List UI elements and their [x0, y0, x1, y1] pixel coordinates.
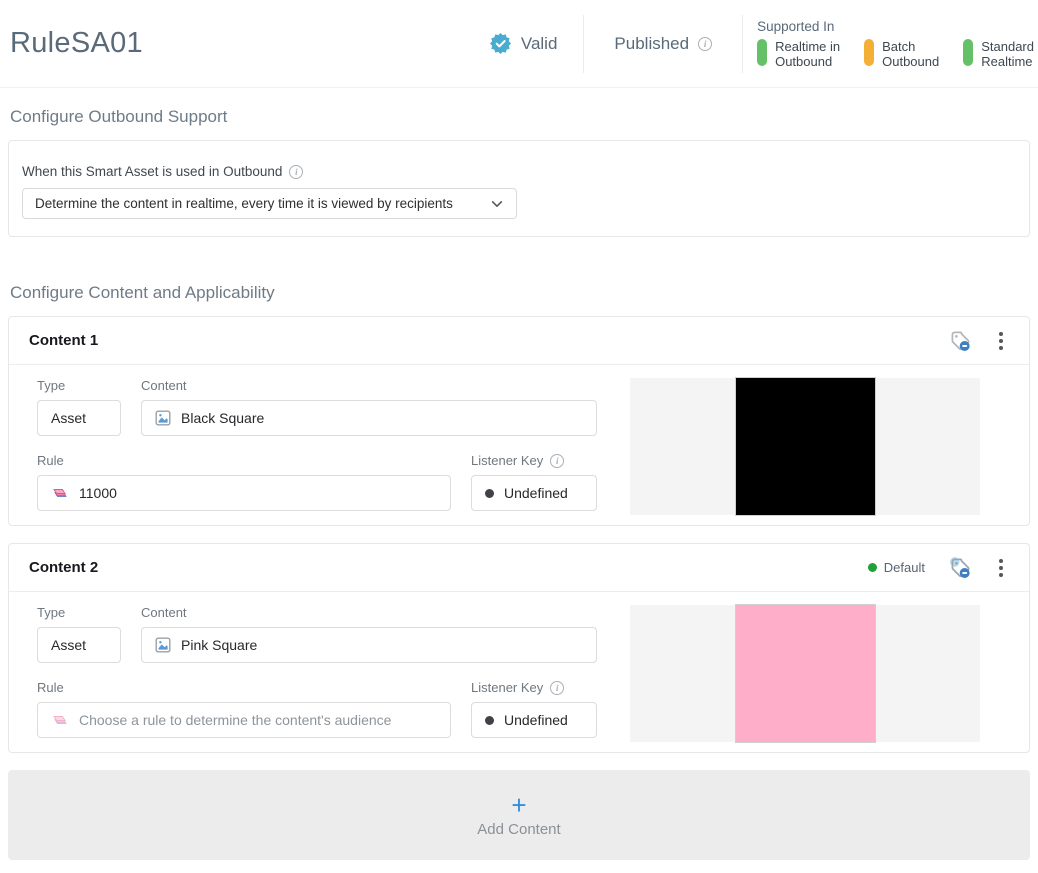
content-field[interactable]: Black Square: [141, 400, 597, 436]
supported-in-row: Realtime in Outbound Batch Outbound Stan…: [757, 38, 1034, 69]
listener-undefined-dot-icon: [485, 715, 494, 725]
support-item-realtime-outbound: Realtime in Outbound: [757, 38, 841, 69]
outbound-info-icon[interactable]: i: [289, 164, 304, 179]
supported-in-label: Supported In: [757, 18, 835, 34]
content-label: Content: [141, 378, 187, 393]
content-card-2-header: Content 2 Default: [9, 544, 1029, 592]
outbound-mode-select[interactable]: Determine the content in realtime, every…: [22, 188, 517, 219]
plus-icon: +: [511, 789, 527, 820]
kebab-menu-icon[interactable]: [995, 557, 1007, 579]
listener-undefined-dot-icon: [485, 488, 494, 498]
listener-key-field[interactable]: Undefined: [471, 475, 597, 511]
content-card-1: Content 1 Type Asset: [8, 316, 1030, 526]
support-item-batch-outbound: Batch Outbound: [864, 38, 940, 69]
content-card-1-form: Type Asset Content Black Square: [37, 378, 597, 515]
rule-icon: [53, 489, 67, 497]
listener-key-label: Listener Key i: [471, 680, 597, 695]
content-section-heading: Configure Content and Applicability: [10, 283, 275, 302]
kebab-menu-icon[interactable]: [995, 330, 1007, 352]
content-card-title: Content 1: [29, 332, 99, 349]
page-title: RuleSA01: [10, 27, 143, 59]
add-content-button[interactable]: + Add Content: [8, 770, 1030, 860]
content-preview: [630, 604, 980, 743]
page-header: RuleSA01 Valid Published i Supported In …: [0, 0, 1038, 88]
rule-field[interactable]: Choose a rule to determine the content's…: [37, 702, 451, 738]
default-dot-icon: [867, 563, 877, 572]
chevron-down-icon: [491, 200, 503, 207]
content-card-title: Content 2: [29, 559, 99, 576]
outbound-field-label: When this Smart Asset is used in Outboun…: [22, 164, 1015, 179]
type-field[interactable]: Asset: [37, 400, 121, 436]
content-card-1-body: Type Asset Content Black Square: [9, 365, 1029, 525]
content-card-2-form: Type Asset Content Pink Square: [37, 605, 597, 742]
listener-key-info-icon[interactable]: i: [550, 680, 565, 695]
listener-key-info-icon[interactable]: i: [550, 453, 565, 468]
outbound-card: When this Smart Asset is used in Outboun…: [8, 140, 1030, 237]
rule-placeholder: Choose a rule to determine the content's…: [79, 712, 392, 728]
header-divider: [742, 14, 744, 73]
content-preview-image: [734, 377, 876, 516]
image-icon: [155, 410, 171, 426]
image-icon: [155, 637, 171, 653]
content-field[interactable]: Pink Square: [141, 627, 597, 663]
default-badge: Default: [867, 560, 925, 575]
published-label: Published: [614, 33, 690, 53]
content-card-actions: [947, 328, 1007, 354]
outbound-section-heading: Configure Outbound Support: [10, 107, 228, 126]
rule-field[interactable]: 11000: [37, 475, 451, 511]
type-label: Type: [37, 378, 66, 393]
listener-key-label: Listener Key i: [471, 453, 597, 468]
support-item-label: Realtime in Outbound: [775, 38, 841, 69]
tag-active-icon: [950, 556, 970, 578]
add-content-label: Add Content: [477, 820, 561, 838]
support-pill-green: [963, 38, 974, 66]
content-card-1-header: Content 1: [9, 317, 1029, 365]
support-pill-green: [757, 38, 768, 66]
valid-status: Valid: [489, 32, 584, 55]
published-info-icon[interactable]: i: [698, 36, 713, 51]
listener-tag-button[interactable]: [947, 328, 973, 354]
content-preview-image: [734, 604, 876, 743]
content-card-2-body: Type Asset Content Pink Square: [9, 592, 1029, 752]
listener-key-field[interactable]: Undefined: [471, 702, 597, 738]
support-item-label: Batch Outbound: [882, 38, 940, 69]
support-pill-orange: [864, 38, 875, 66]
type-label: Type: [37, 605, 66, 620]
content-label: Content: [141, 605, 187, 620]
support-item-standard-realtime: Standard Realtime: [963, 38, 1034, 69]
valid-label: Valid: [520, 33, 558, 53]
header-status-bar: Valid Published i Supported In Realtime …: [489, 14, 1034, 73]
type-field[interactable]: Asset: [37, 627, 121, 663]
valid-seal-icon: [489, 32, 511, 55]
content-preview: [630, 377, 980, 516]
header-divider: [583, 14, 585, 73]
content-card-actions: Default: [867, 555, 1007, 581]
listener-tag-button[interactable]: [947, 555, 973, 581]
rule-label: Rule: [37, 680, 64, 695]
supported-in: Supported In Realtime in Outbound Batch …: [743, 19, 1034, 69]
outbound-mode-selected-value: Determine the content in realtime, every…: [35, 196, 453, 211]
content-card-2: Content 2 Default Type: [8, 543, 1030, 753]
rule-icon: [53, 716, 67, 724]
support-item-label: Standard Realtime: [981, 38, 1034, 69]
tag-icon: [951, 330, 970, 351]
published-status: Published i: [584, 34, 742, 54]
rule-label: Rule: [37, 453, 64, 468]
